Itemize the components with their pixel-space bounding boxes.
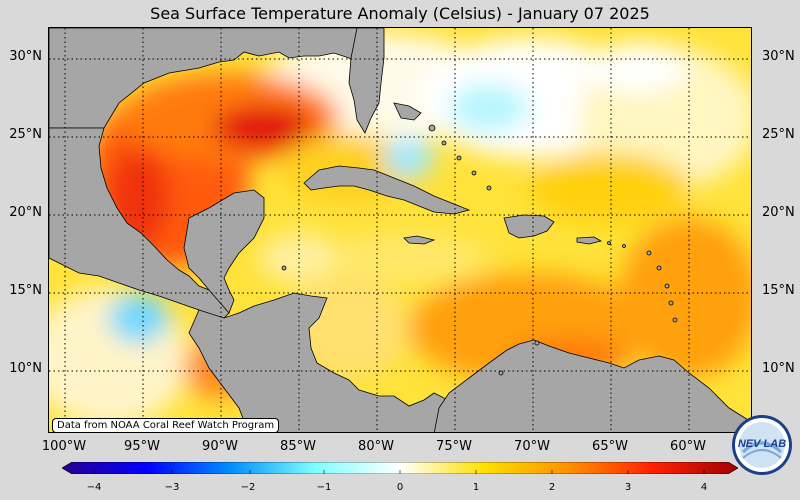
colorbar-tick-4: 4 (700, 482, 708, 493)
colorbar-tick-3: 3 (624, 482, 632, 493)
colorbar (62, 462, 738, 474)
colorbar-tick-0: 0 (396, 482, 404, 493)
lat-label-left-20n: 20°N (9, 205, 42, 220)
puerto-rico (576, 236, 603, 245)
colorbar-tick-2: 2 (548, 482, 556, 493)
lat-label-left-30n: 30°N (9, 49, 42, 64)
lon-label-75w: 75°W (436, 439, 472, 454)
lon-label-80w: 80°W (358, 439, 394, 454)
lon-label-65w: 65°W (592, 439, 628, 454)
florida (348, 28, 385, 134)
colorbar-tick-minus3: −3 (164, 482, 180, 493)
lon-label-85w: 85°W (280, 439, 316, 454)
land-masses (49, 28, 751, 432)
yucatan (183, 189, 265, 314)
colorbar-tick-minus2: −2 (240, 482, 256, 493)
jamaica (403, 235, 436, 245)
south-america (433, 339, 751, 432)
graticule (49, 28, 751, 432)
lat-label-left-15n: 15°N (9, 283, 42, 298)
map-panel[interactable] (48, 27, 752, 433)
lat-label-left-10n: 10°N (9, 361, 42, 376)
logo-text: NEV LAB (738, 438, 786, 450)
colorbar-tick-minus1: −1 (316, 482, 332, 493)
sst-anomaly-map (49, 28, 751, 432)
data-credit-label: Data from NOAA Coral Reef Watch Program (52, 418, 280, 433)
nevlab-logo[interactable]: NEV LAB (731, 414, 793, 476)
lon-label-60w: 60°W (670, 439, 706, 454)
cuba (303, 165, 471, 215)
lat-label-right-20n: 20°N (762, 205, 795, 220)
lat-label-right-10n: 10°N (762, 361, 795, 376)
central-america (188, 292, 455, 432)
lon-label-100w: 100°W (41, 439, 87, 454)
lat-label-right-15n: 15°N (762, 283, 795, 298)
small-islands (281, 124, 678, 376)
lon-label-70w: 70°W (514, 439, 550, 454)
lat-label-left-25n: 25°N (9, 127, 42, 142)
colorbar-tick-minus4: −4 (86, 482, 102, 493)
colorbar-tick-1: 1 (472, 482, 480, 493)
lat-label-right-30n: 30°N (762, 49, 795, 64)
colorbar-ticks (93, 470, 705, 474)
lat-label-right-25n: 25°N (762, 127, 795, 142)
map-title: Sea Surface Temperature Anomaly (Celsius… (150, 4, 650, 23)
lon-label-90w: 90°W (202, 439, 238, 454)
bahamas-andros (393, 102, 422, 121)
lon-label-95w: 95°W (124, 439, 160, 454)
